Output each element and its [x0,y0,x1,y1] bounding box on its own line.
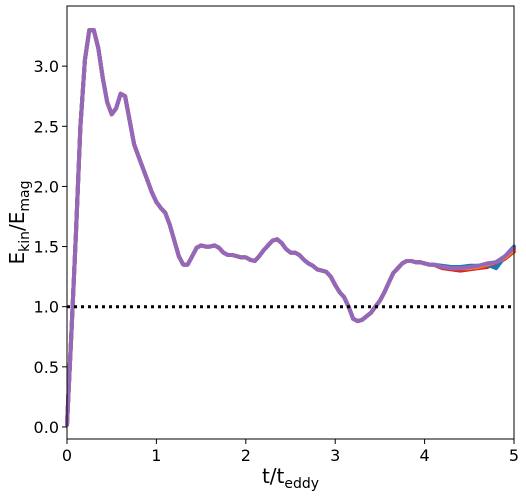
plot-frame [66,5,515,440]
series-line-4 [65,28,516,427]
x-tick-label: 1 [151,446,161,465]
x-axis-label-base: t/t [262,464,285,488]
series-line-2 [65,28,516,427]
y-axis-label-sub-kin: kin [17,231,33,252]
x-axis-label-subscript: eddy [284,476,319,492]
x-tick-label: 0 [62,446,72,465]
series-line-1 [65,28,516,427]
y-axis-label: Ekin/Emag [5,181,33,265]
y-tick-label: 1.5 [34,238,59,257]
y-tick-label: 2.0 [34,177,59,196]
y-tick-label: 2.5 [34,117,59,136]
series-layer [65,28,516,427]
x-tick-label: 5 [509,446,519,465]
x-tick-label: 2 [241,446,251,465]
y-tick-label: 3.0 [34,57,59,76]
x-axis: 0 1 2 3 4 5 [62,439,519,465]
x-axis-label: t/teddy [262,464,319,492]
y-tick-label: 1.0 [34,298,59,317]
y-axis-label-mid: /E [5,212,29,231]
y-axis-label-base: E [5,252,29,265]
x-tick-label: 3 [330,446,340,465]
y-axis-label-sub-mag: mag [17,181,33,212]
series-line-5 [65,28,516,427]
series-line-3 [65,28,516,427]
y-tick-label: 0.5 [34,358,59,377]
y-axis: 0.0 0.5 1.0 1.5 2.0 2.5 3.0 [34,57,67,437]
x-tick-label: 4 [420,446,430,465]
y-tick-label: 0.0 [34,418,59,437]
